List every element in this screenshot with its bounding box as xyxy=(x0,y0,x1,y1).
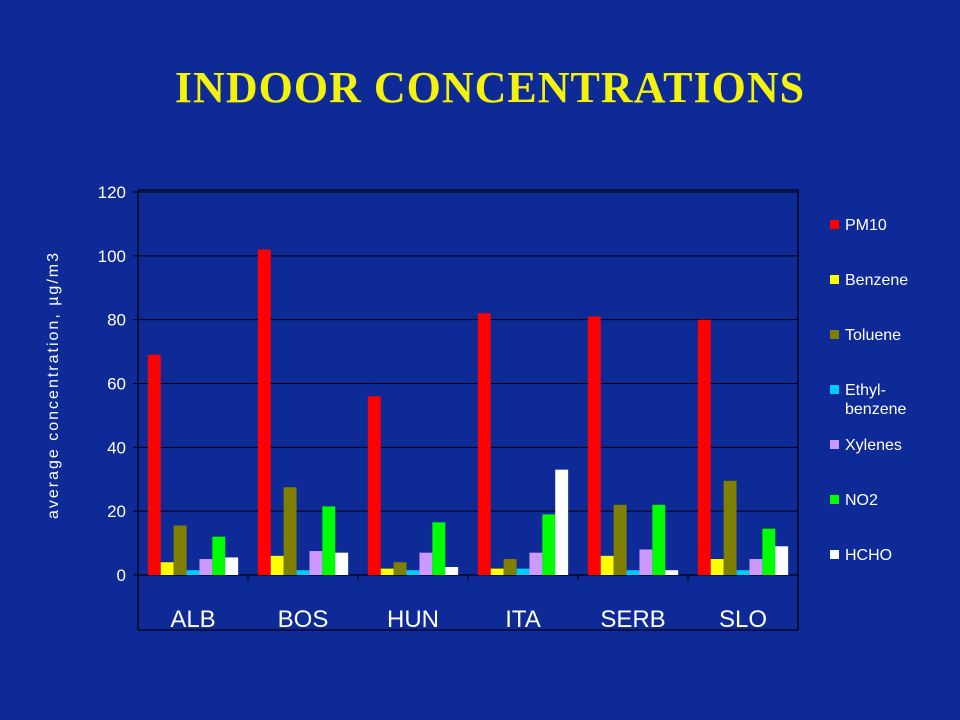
bar-hun-xylenes xyxy=(419,552,433,575)
bar-hun-pm10 xyxy=(367,396,381,575)
y-tick-label: 100 xyxy=(98,247,126,266)
legend-swatch xyxy=(830,550,839,559)
x-category-label: ALB xyxy=(170,606,215,633)
legend-label: HCHO xyxy=(845,547,892,564)
legend-swatch xyxy=(830,495,839,504)
legend-swatch xyxy=(830,220,839,229)
bar-serb-benzene xyxy=(600,555,614,575)
legend-label: PM10 xyxy=(845,217,887,234)
y-tick-label: 120 xyxy=(98,183,126,202)
bar-bos-benzene xyxy=(270,555,284,575)
y-tick-label: 80 xyxy=(107,311,126,330)
bar-hun-ethylbenzene xyxy=(406,570,420,575)
y-tick-label: 0 xyxy=(117,566,126,585)
bar-hun-toluene xyxy=(393,562,407,575)
bar-alb-pm10 xyxy=(147,354,161,575)
bar-hun-benzene xyxy=(380,568,394,575)
bar-ita-benzene xyxy=(490,568,504,575)
legend-swatch xyxy=(830,440,839,449)
bar-serb-xylenes xyxy=(639,549,653,575)
bar-bos-hcho xyxy=(335,552,349,575)
bar-alb-benzene xyxy=(160,562,174,575)
slide-title: INDOOR CONCENTRATIONS xyxy=(174,63,806,112)
bar-hun-no2 xyxy=(432,522,446,575)
x-category-label: SLO xyxy=(719,606,767,633)
bar-slo-ethylbenzene xyxy=(736,570,750,575)
plot-area xyxy=(137,189,799,631)
bar-slo-pm10 xyxy=(697,319,711,575)
legend-label: Toluene xyxy=(845,327,901,344)
bar-serb-hcho xyxy=(665,570,679,575)
bar-ita-toluene xyxy=(503,559,517,575)
x-category-label: HUN xyxy=(387,606,439,633)
bar-slo-benzene xyxy=(710,559,724,575)
bar-ita-pm10 xyxy=(477,313,491,575)
bar-slo-toluene xyxy=(723,480,737,575)
legend-swatch xyxy=(830,330,839,339)
y-tick-label: 20 xyxy=(107,502,126,521)
bar-ita-ethylbenzene xyxy=(516,568,530,575)
bar-slo-no2 xyxy=(762,528,776,575)
bar-bos-pm10 xyxy=(257,249,271,575)
bar-serb-toluene xyxy=(613,504,627,575)
x-category-label: SERB xyxy=(600,606,665,633)
bar-bos-no2 xyxy=(322,506,336,575)
legend-label: Xylenes xyxy=(845,437,902,454)
bar-serb-no2 xyxy=(652,504,666,575)
legend-label: Benzene xyxy=(845,272,908,289)
legend-label: Ethyl-benzene xyxy=(845,382,906,418)
y-tick-label: 60 xyxy=(107,375,126,394)
x-category-label: BOS xyxy=(278,606,329,633)
bar-serb-pm10 xyxy=(587,316,601,575)
bar-slo-hcho xyxy=(775,546,789,575)
bar-ita-no2 xyxy=(542,514,556,575)
bar-alb-hcho xyxy=(225,557,239,575)
bar-ita-xylenes xyxy=(529,552,543,575)
bar-bos-ethylbenzene xyxy=(296,570,310,575)
legend-label: NO2 xyxy=(845,492,878,509)
y-tick-label: 40 xyxy=(107,438,126,457)
bar-ita-hcho xyxy=(555,469,569,575)
bar-serb-ethylbenzene xyxy=(626,570,640,575)
bar-hun-hcho xyxy=(445,567,459,575)
bar-alb-no2 xyxy=(212,536,226,575)
bar-bos-toluene xyxy=(283,487,297,575)
x-category-label: ITA xyxy=(505,606,541,633)
legend-swatch xyxy=(830,385,839,394)
y-axis-title: average concentration, µg/m3 xyxy=(45,251,62,519)
bar-alb-xylenes xyxy=(199,559,213,575)
bar-alb-ethylbenzene xyxy=(186,570,200,575)
bar-slo-xylenes xyxy=(749,559,763,575)
bar-bos-xylenes xyxy=(309,551,323,575)
bar-alb-toluene xyxy=(173,525,187,575)
legend-swatch xyxy=(830,275,839,284)
